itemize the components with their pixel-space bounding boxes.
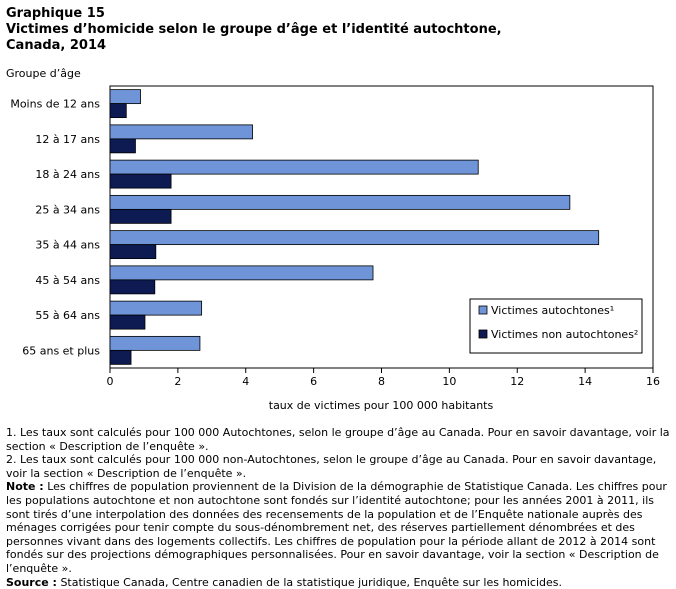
bar-autochtones-4: [109, 230, 600, 246]
x-tick-label-4: 8: [378, 375, 385, 388]
bar-autochtones-7: [109, 335, 201, 351]
bar-autochtones-6: [109, 300, 203, 316]
bar-non-autochtones-7: [109, 349, 132, 365]
x-tick-label-8: 16: [646, 375, 660, 388]
source-paragraph: Source : Statistique Canada, Centre cana…: [6, 576, 670, 589]
category-label-5: 45 à 54 ans: [35, 274, 100, 287]
bar-non-autochtones-0: [109, 103, 127, 119]
bar-autochtones-1: [109, 124, 253, 140]
category-label-3: 25 à 34 ans: [35, 203, 100, 216]
source-label: Source :: [6, 575, 57, 589]
legend-swatch-0: [478, 305, 488, 315]
legend-box: [469, 298, 643, 354]
legend: Victimes autochtones¹ Victimes non autoch…: [469, 298, 643, 354]
bars: [109, 89, 600, 365]
bar-autochtones-5: [109, 265, 374, 281]
category-label-6: 55 à 64 ans: [35, 309, 100, 322]
x-tick-label-2: 4: [242, 375, 249, 388]
note-text: Les chiffres de population proviennent d…: [6, 480, 667, 575]
y-axis-label: Groupe d’âge: [6, 67, 81, 80]
bar-autochtones-0: [109, 89, 141, 105]
footnote-1: 1. Les taux sont calculés pour 100 000 A…: [6, 426, 670, 453]
x-axis-ticks: 0 2 4 6 8 10 12 14 16: [107, 368, 660, 388]
x-tick-label-5: 10: [442, 375, 456, 388]
x-axis-label: taux de victimes pour 100 000 habitants: [269, 399, 494, 412]
category-label-2: 18 à 24 ans: [35, 168, 100, 181]
bar-non-autochtones-6: [109, 314, 146, 330]
bar-chart: Groupe d’âge Moins de 12 ans 12 à 17 ans 1…: [6, 67, 660, 412]
bar-non-autochtones-1: [109, 138, 136, 154]
bar-non-autochtones-5: [109, 279, 156, 295]
category-label-7: 65 ans et plus: [22, 344, 100, 357]
note-paragraph: Note : Les chiffres de population provie…: [6, 480, 670, 575]
bar-non-autochtones-2: [109, 173, 172, 189]
category-label-1: 12 à 17 ans: [35, 133, 100, 146]
bar-non-autochtones-4: [109, 244, 157, 260]
legend-label-0: Victimes autochtones¹: [491, 304, 614, 317]
x-tick-label-3: 6: [310, 375, 317, 388]
footnotes: 1. Les taux sont calculés pour 100 000 A…: [6, 426, 670, 589]
x-tick-label-1: 2: [174, 375, 181, 388]
x-tick-label-7: 14: [578, 375, 592, 388]
x-tick-label-6: 12: [510, 375, 524, 388]
bar-autochtones-2: [109, 159, 479, 175]
footnote-2: 2. Les taux sont calculés pour 100 000 n…: [6, 453, 657, 480]
graph-number: Graphique 15: [6, 6, 105, 21]
source-text: Statistique Canada, Centre canadien de l…: [56, 575, 562, 589]
chart-title: Graphique 15 Victimes d’homicide selon l…: [6, 6, 670, 54]
title-line-2: Canada, 2014: [6, 38, 107, 53]
category-labels: Moins de 12 ans 12 à 17 ans 18 à 24 ans 25 …: [10, 98, 100, 358]
category-label-4: 35 à 44 ans: [35, 239, 100, 252]
title-line-1: Victimes d’homicide selon le groupe d’âg…: [6, 22, 502, 37]
bar-non-autochtones-3: [109, 208, 172, 224]
x-tick-label-0: 0: [107, 375, 114, 388]
legend-swatch-1: [478, 329, 488, 339]
category-label-0: Moins de 12 ans: [10, 98, 100, 111]
note-label: Note :: [6, 480, 44, 494]
legend-label-1: Victimes non autochtones²: [491, 328, 638, 341]
bar-autochtones-3: [109, 194, 571, 210]
